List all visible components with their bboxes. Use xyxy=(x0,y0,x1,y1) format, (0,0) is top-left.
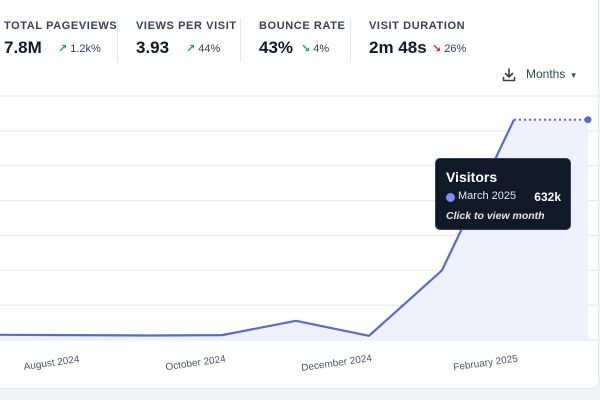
stat-value: 3.93 xyxy=(136,38,170,57)
arrow-down-icon: ↘ xyxy=(432,43,442,55)
stat-value: 7.8M xyxy=(4,38,42,57)
arrow-down-icon: ↘ xyxy=(301,43,311,55)
series-layer xyxy=(0,116,592,340)
stat-change-value: 26% xyxy=(444,43,467,55)
tooltip-date: March 2025 xyxy=(458,190,517,202)
stat-total-pageviews[interactable]: TOTAL PAGEVIEWS 7.8M ↗ 1.2k% xyxy=(4,20,118,64)
x-tick-label: August 2024 xyxy=(23,354,81,373)
series-color-dot xyxy=(446,193,455,202)
download-button[interactable] xyxy=(500,66,518,84)
tooltip-hint: Click to view month xyxy=(446,210,545,222)
stat-change: ↘ 4% xyxy=(301,42,329,55)
stat-change: ↗ 44% xyxy=(186,42,220,55)
stat-divider xyxy=(350,18,351,62)
download-icon xyxy=(502,68,516,82)
chevron-down-icon: ▾ xyxy=(571,70,576,80)
stat-label: TOTAL PAGEVIEWS xyxy=(4,20,118,32)
series-area xyxy=(0,119,588,340)
tooltip-title: Visitors xyxy=(446,169,498,185)
stat-label: BOUNCE RATE xyxy=(259,20,346,32)
stats-row: TOTAL PAGEVIEWS 7.8M ↗ 1.2k% VIEWS PER VI… xyxy=(0,0,598,66)
interval-label: Months xyxy=(526,67,566,81)
arrow-up-icon: ↗ xyxy=(186,43,196,55)
x-tick-label: October 2024 xyxy=(165,354,227,373)
stat-change-value: 44% xyxy=(198,43,221,55)
visitors-chart-card: TOTAL PAGEVIEWS 7.8M ↗ 1.2k% VIEWS PER VI… xyxy=(0,0,599,389)
stat-visit-duration[interactable]: VISIT DURATION 2m 48s ↘ 26% xyxy=(369,20,479,64)
stat-value: 2m 48s xyxy=(369,38,427,57)
stat-change: ↘ 26% xyxy=(432,42,466,55)
series-line-visitors xyxy=(0,119,515,337)
stat-divider xyxy=(117,18,118,62)
chart-tooltip[interactable]: Visitors March 2025 632k Click to view m… xyxy=(435,158,571,230)
stat-label: VIEWS PER VISIT xyxy=(136,20,237,32)
x-tick-label: December 2024 xyxy=(301,353,373,374)
stat-change: ↗ 1.2k% xyxy=(58,42,101,55)
x-axis-ticks: August 2024 October 2024 December 2024 Febr… xyxy=(23,353,519,374)
stat-label: VISIT DURATION xyxy=(369,20,466,32)
stat-divider xyxy=(240,18,241,62)
stat-change-value: 1.2k% xyxy=(70,43,101,55)
interval-dropdown[interactable]: Months ▾ xyxy=(526,67,576,85)
tooltip-value: 632k xyxy=(534,190,561,204)
arrow-up-icon: ↗ xyxy=(58,43,68,55)
stat-bounce-rate[interactable]: BOUNCE RATE 43% ↘ 4% xyxy=(259,20,349,64)
data-point[interactable] xyxy=(584,116,592,124)
stat-views-per-visit[interactable]: VIEWS PER VISIT 3.93 ↗ 44% xyxy=(136,20,236,64)
x-tick-label: February 2025 xyxy=(453,353,519,373)
stat-change-value: 4% xyxy=(313,43,330,55)
stat-value: 43% xyxy=(259,38,294,57)
